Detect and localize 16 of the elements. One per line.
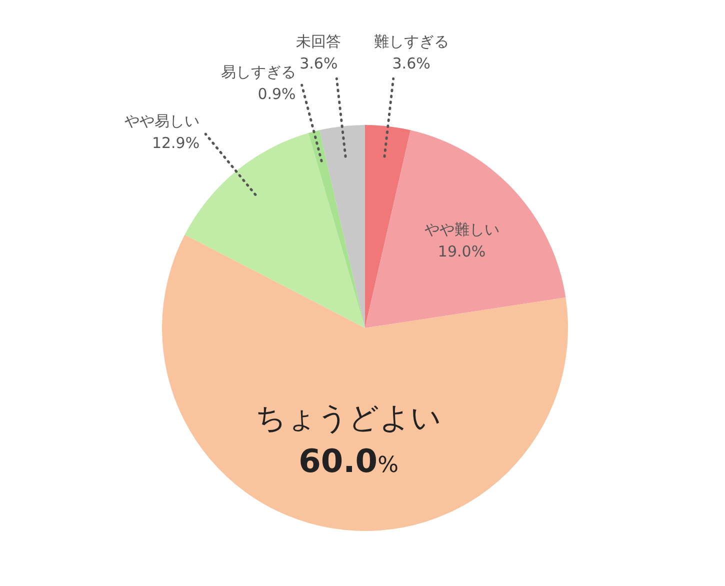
slice-label: やや易しい: [124, 112, 200, 130]
slice-label: 難しすぎる: [374, 32, 449, 51]
pie-slice: [308, 130, 365, 328]
data-label: 12.9%: [152, 134, 200, 152]
data-label: 19.0%: [438, 242, 486, 260]
slice-label: 易しすぎる: [220, 63, 296, 82]
slice-label: 未回答: [296, 32, 342, 51]
data-label: 60.0%: [298, 442, 398, 480]
slice-label: やや難しい: [424, 220, 500, 238]
data-label: 3.6%: [392, 54, 430, 73]
slice-label: ちょうどよい: [256, 400, 442, 436]
data-label: 0.9%: [258, 85, 296, 104]
pie-slice: [365, 125, 411, 328]
data-label: 3.6%: [300, 54, 338, 73]
pie-slice: [365, 130, 566, 328]
pie-slice: [319, 125, 365, 328]
